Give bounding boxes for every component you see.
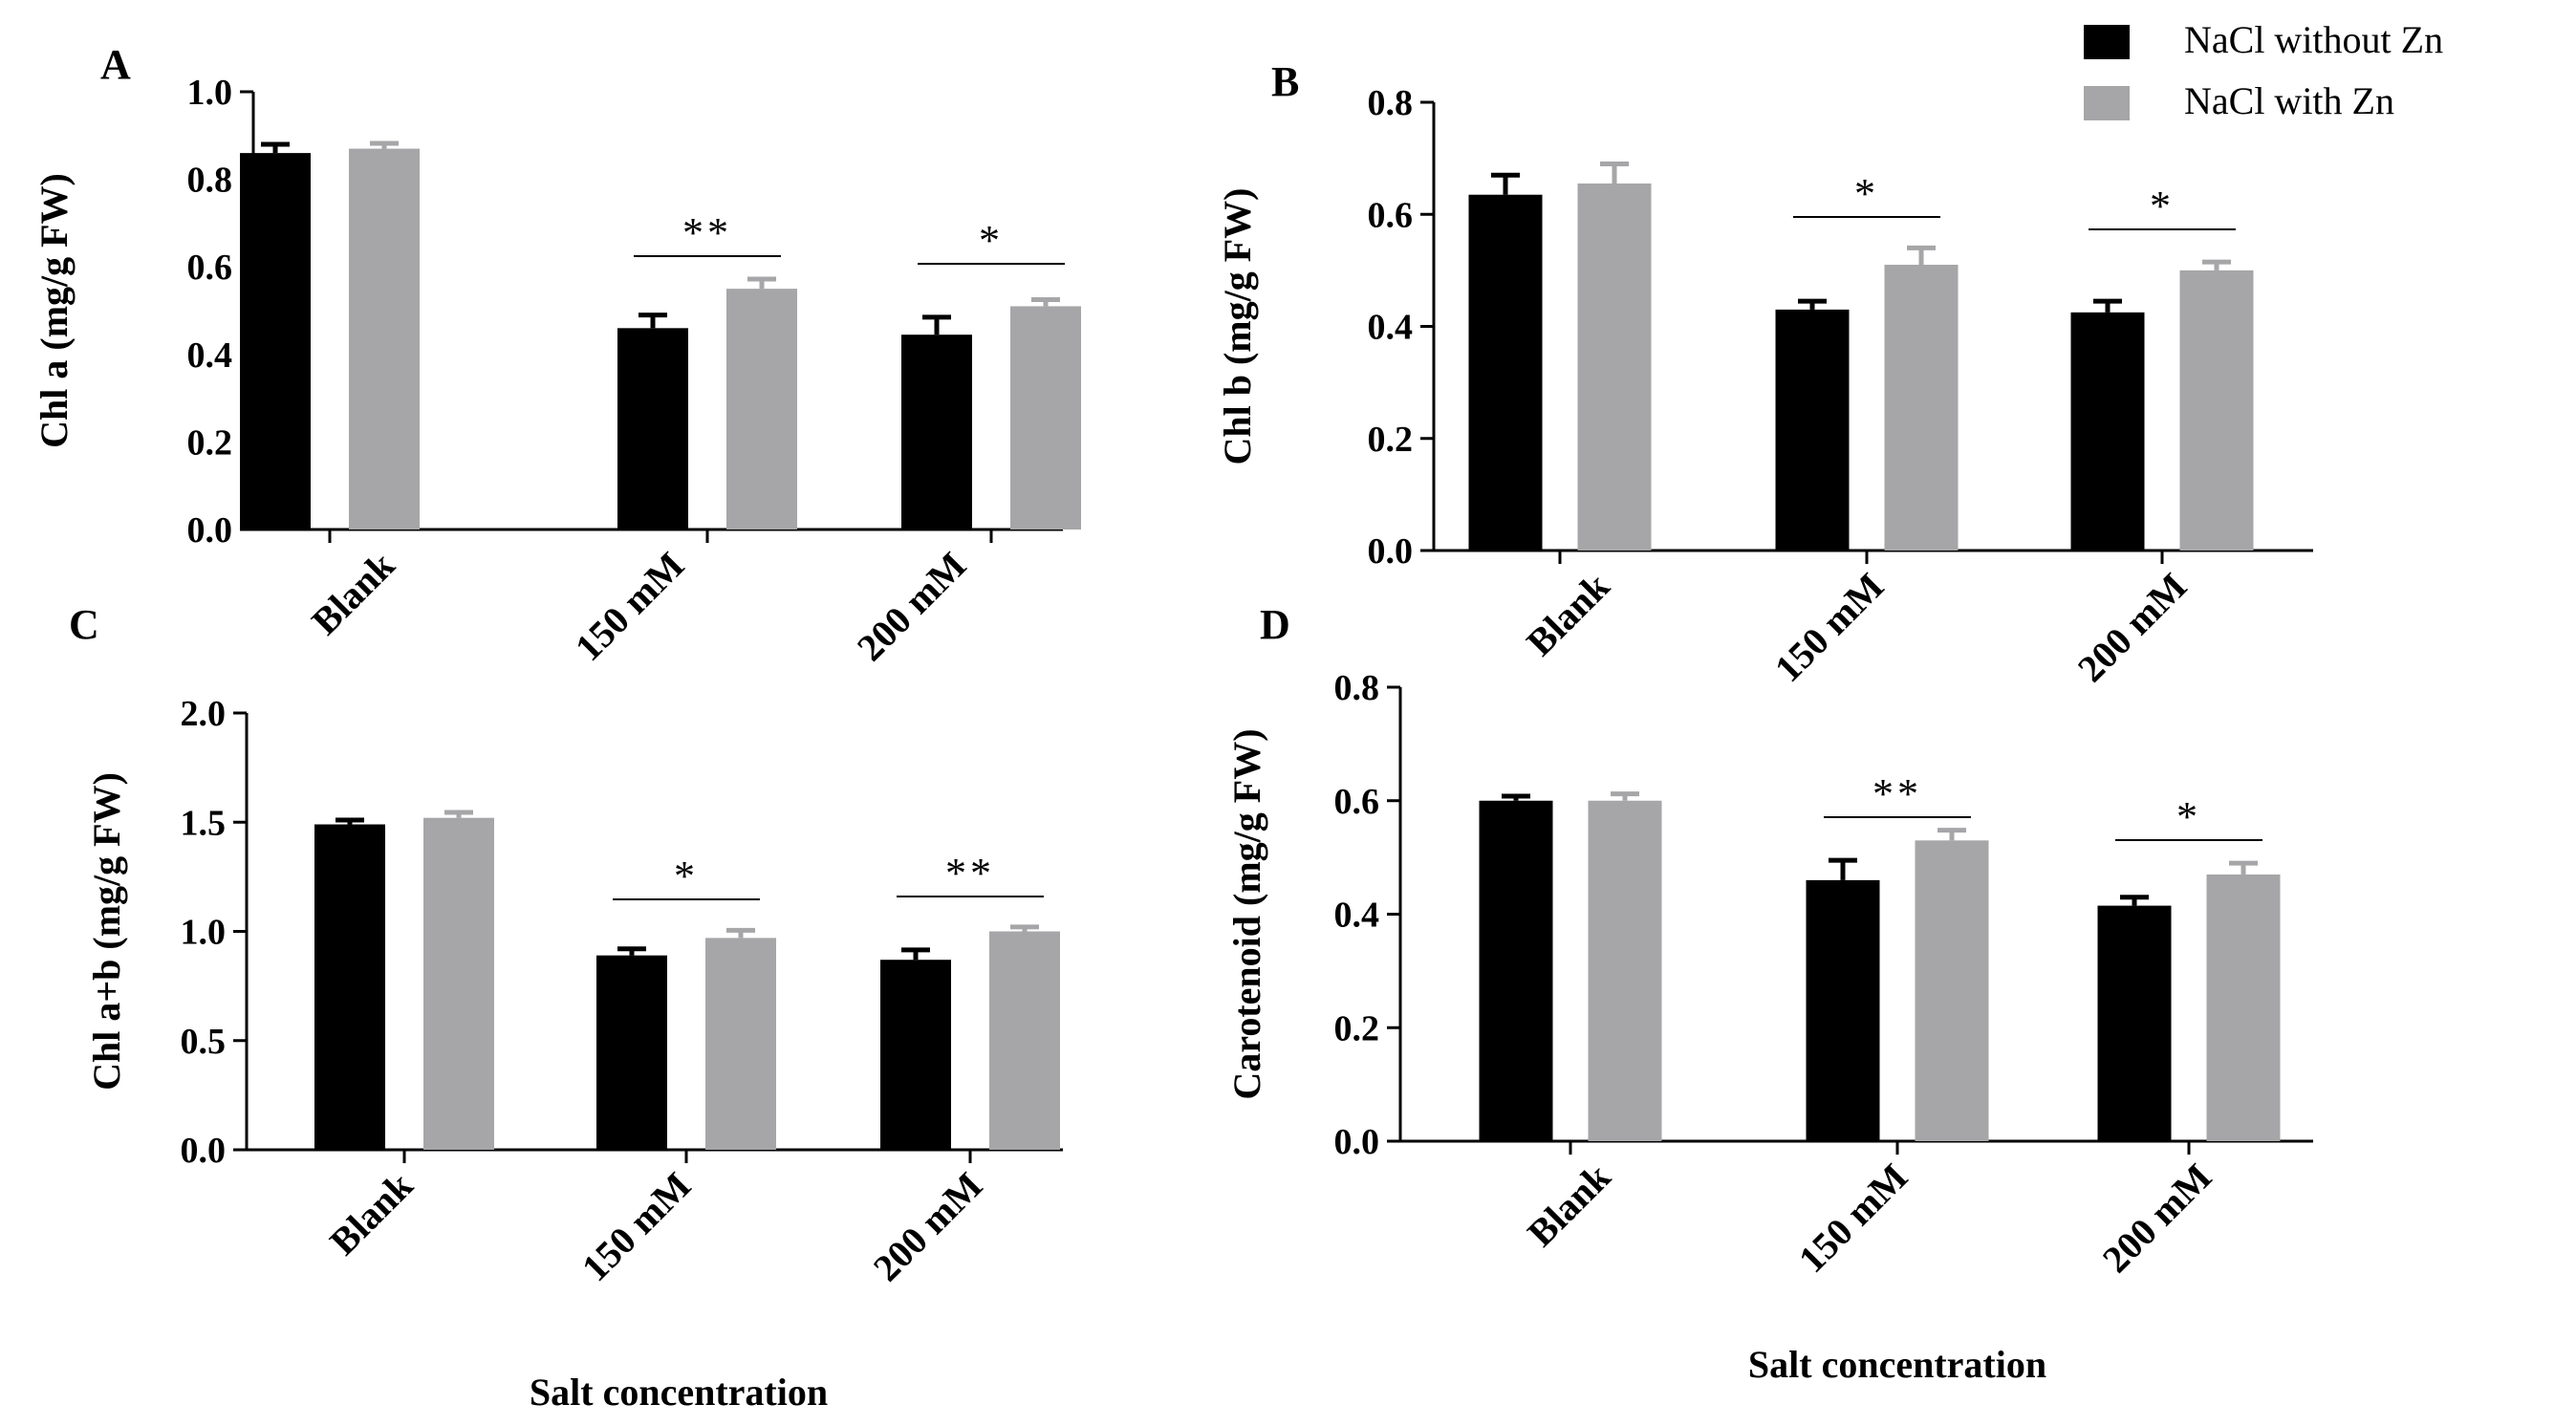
bar-b-without-zn bbox=[2070, 312, 2145, 551]
bar-d-with-zn bbox=[2206, 874, 2281, 1141]
bar-c-with-zn bbox=[423, 817, 494, 1150]
chart-panel-c: C Chl a+b (mg/g FW) 0.0 0.5 1.0 1.5 2.0 Blank 15… bbox=[69, 601, 1063, 1289]
y-tick-label-d: 0.4 bbox=[1334, 896, 1380, 936]
bar-b-with-zn bbox=[2179, 270, 2254, 551]
bar-c-without-zn bbox=[880, 960, 951, 1150]
significance-marker-b: * bbox=[2150, 183, 2175, 229]
legend-label-without-zn: NaCl without Zn bbox=[2184, 18, 2443, 61]
significance-marker-a: ** bbox=[682, 209, 732, 256]
y-tick-label-d: 0.8 bbox=[1334, 668, 1380, 708]
y-axis-title-c: Chl a+b (mg/g FW) bbox=[85, 772, 128, 1091]
legend: NaCl without Zn NaCl with Zn bbox=[2084, 18, 2443, 122]
x-axis-title-left: Salt concentration bbox=[530, 1371, 828, 1414]
bar-c-with-zn bbox=[705, 938, 776, 1150]
bar-b-with-zn bbox=[1577, 184, 1652, 551]
y-tick-label-c: 1.5 bbox=[181, 803, 227, 843]
y-tick-label-a: 0.4 bbox=[187, 335, 233, 376]
x-axis-title-right: Salt concentration bbox=[1748, 1343, 2046, 1386]
bar-c-without-zn bbox=[314, 824, 385, 1150]
bar-a-without-zn bbox=[901, 335, 972, 529]
bar-c-without-zn bbox=[596, 955, 667, 1150]
chart-panel-a: A Chl a (mg/g FW) 0.0 0.2 0.4 0.6 0.8 1.0 Blank 1… bbox=[32, 41, 1081, 669]
panel-letter-a: A bbox=[100, 41, 131, 88]
y-axis-title-b: Chl b (mg/g FW) bbox=[1216, 188, 1259, 465]
x-tick-label-b: Blank bbox=[1518, 564, 1618, 664]
bar-b-without-zn bbox=[1468, 194, 1543, 551]
y-tick-label-c: 1.0 bbox=[181, 913, 227, 953]
charts-container: A Chl a (mg/g FW) 0.0 0.2 0.4 0.6 0.8 1.0 Blank 1… bbox=[32, 41, 2313, 1289]
legend-label-with-zn: NaCl with Zn bbox=[2184, 79, 2394, 122]
legend-swatch-with-zn bbox=[2084, 86, 2130, 120]
panel-letter-b: B bbox=[1271, 58, 1299, 105]
bar-a-with-zn bbox=[726, 289, 797, 529]
legend-swatch-without-zn bbox=[2084, 25, 2130, 59]
y-tick-label-a: 0.8 bbox=[187, 161, 233, 201]
y-tick-label-a: 0.2 bbox=[187, 422, 233, 463]
bar-d-without-zn bbox=[2097, 905, 2172, 1141]
panel-letter-c: C bbox=[69, 601, 99, 648]
significance-marker-d: ** bbox=[1872, 770, 1922, 817]
x-tick-label-c: 150 mM bbox=[574, 1164, 700, 1290]
x-tick-label-a: 200 mM bbox=[849, 544, 975, 670]
x-tick-label-d: 150 mM bbox=[1790, 1156, 1916, 1282]
bar-d-with-zn bbox=[1588, 800, 1662, 1141]
y-tick-label-b: 0.6 bbox=[1368, 195, 1414, 235]
y-tick-label-b: 0.2 bbox=[1368, 420, 1414, 460]
y-tick-label-d: 0.2 bbox=[1334, 1008, 1380, 1048]
panel-letter-d: D bbox=[1260, 601, 1290, 648]
y-tick-label-d: 0.0 bbox=[1334, 1122, 1380, 1162]
y-axis-title-a: Chl a (mg/g FW) bbox=[32, 173, 76, 448]
x-tick-label-a: Blank bbox=[303, 543, 403, 643]
bar-a-without-zn bbox=[617, 328, 688, 529]
bar-d-with-zn bbox=[1915, 840, 1989, 1141]
bar-b-without-zn bbox=[1775, 309, 1850, 551]
bar-d-without-zn bbox=[1806, 879, 1880, 1141]
y-tick-label-a: 0.0 bbox=[187, 510, 233, 551]
y-tick-label-c: 2.0 bbox=[181, 694, 227, 734]
y-tick-label-c: 0.5 bbox=[181, 1022, 227, 1062]
significance-marker-c: ** bbox=[945, 850, 995, 897]
y-tick-label-d: 0.6 bbox=[1334, 782, 1380, 822]
bar-b-with-zn bbox=[1884, 265, 1959, 551]
y-tick-label-a: 0.6 bbox=[187, 248, 233, 288]
y-tick-label-b: 0.4 bbox=[1368, 308, 1414, 348]
significance-marker-a: * bbox=[979, 217, 1004, 264]
chart-panel-d: D Carotenoid (mg/g FW) 0.0 0.2 0.4 0.6 0.8 Blan… bbox=[1225, 601, 2313, 1281]
bar-c-with-zn bbox=[989, 931, 1060, 1150]
bar-d-without-zn bbox=[1479, 800, 1553, 1141]
y-tick-label-c: 0.0 bbox=[181, 1131, 227, 1171]
y-tick-label-b: 0.8 bbox=[1368, 83, 1414, 123]
significance-marker-b: * bbox=[1854, 170, 1879, 217]
x-tick-label-c: 200 mM bbox=[865, 1164, 991, 1290]
bar-a-with-zn bbox=[1010, 306, 1081, 529]
x-tick-label-a: 150 mM bbox=[567, 544, 693, 670]
y-axis-title-d: Carotenoid (mg/g FW) bbox=[1225, 728, 1268, 1099]
bar-a-without-zn bbox=[240, 153, 311, 529]
y-tick-label-a: 1.0 bbox=[187, 73, 233, 113]
x-tick-label-d: 200 mM bbox=[2094, 1156, 2220, 1282]
y-tick-label-b: 0.0 bbox=[1368, 531, 1414, 572]
significance-marker-c: * bbox=[674, 853, 699, 899]
x-tick-label-d: Blank bbox=[1519, 1155, 1619, 1255]
x-tick-label-b: 150 mM bbox=[1766, 565, 1893, 691]
bar-a-with-zn bbox=[349, 148, 420, 530]
x-tick-label-b: 200 mM bbox=[2069, 565, 2196, 691]
x-tick-label-c: Blank bbox=[321, 1163, 422, 1264]
significance-marker-d: * bbox=[2176, 793, 2201, 840]
chart-panel-b: B Chl b (mg/g FW) 0.0 0.2 0.4 0.6 0.8 Blank 150 … bbox=[1216, 58, 2313, 690]
